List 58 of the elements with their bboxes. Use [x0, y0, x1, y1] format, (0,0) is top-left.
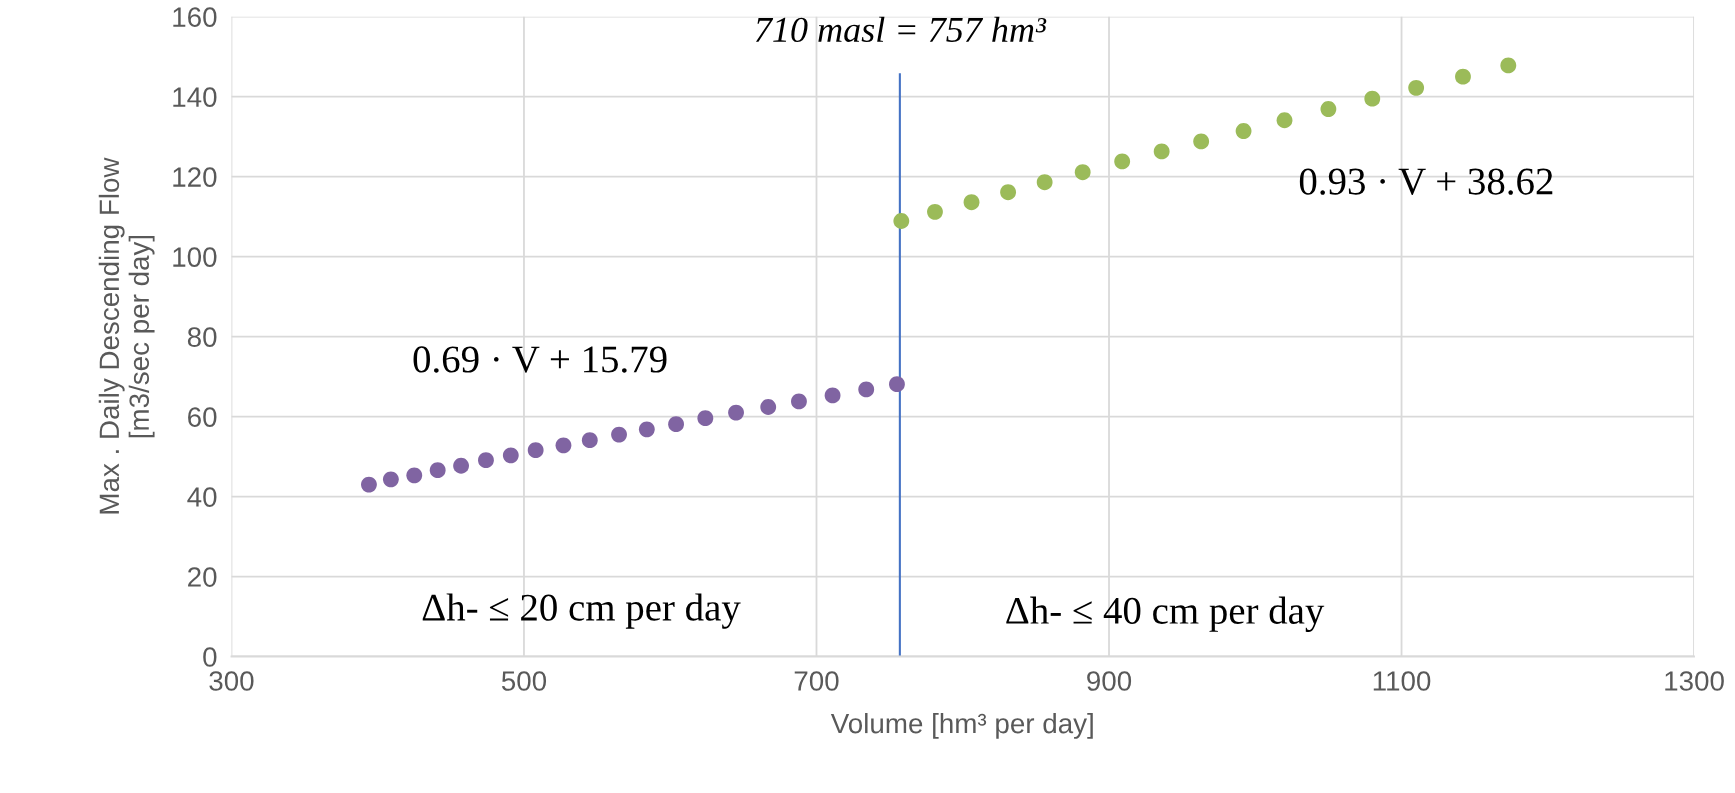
- annotation: 0.93 · V + 38.62: [1299, 168, 1553, 195]
- point: [1000, 184, 1017, 201]
- point: [1114, 153, 1131, 170]
- annotation: Δh- ≤ 40 cm per day: [1006, 596, 1325, 632]
- annotation: Δh- ≤ 20 cm per day: [422, 593, 741, 629]
- y-tick-label: 100: [173, 247, 217, 267]
- point: [927, 203, 943, 220]
- point: [611, 426, 627, 443]
- y-tick-label: 120: [173, 167, 217, 187]
- point: [668, 416, 684, 433]
- point: [527, 442, 544, 459]
- point: [728, 404, 744, 421]
- annotation: 0.69 · V + 15.79: [413, 346, 667, 373]
- point: [478, 452, 494, 469]
- x-tick-label: 700: [794, 671, 839, 691]
- x-tick-label: 1100: [1373, 671, 1431, 691]
- y-tick-label: 140: [173, 87, 217, 107]
- point: [963, 194, 980, 211]
- point: [1500, 57, 1517, 74]
- y-tick-label: 20: [188, 567, 217, 587]
- point: [638, 421, 655, 438]
- point: [1320, 101, 1337, 117]
- point: [1408, 79, 1425, 96]
- x-axis-title: Volume [hm³ per day]: [830, 712, 1093, 739]
- point: [502, 447, 519, 464]
- point: [1153, 143, 1170, 160]
- x-tick-label: 300: [209, 671, 254, 691]
- point: [1193, 133, 1210, 150]
- y-tick-label: 60: [188, 407, 217, 427]
- point: [697, 410, 714, 427]
- point: [1455, 68, 1471, 85]
- y-tick-label: 40: [187, 487, 217, 507]
- point: [889, 376, 905, 393]
- point: [760, 399, 777, 415]
- point: [1074, 164, 1091, 181]
- x-tick-label: 500: [501, 671, 547, 691]
- point: [1364, 90, 1381, 107]
- point: [791, 393, 807, 410]
- y-tick-label: 80: [187, 327, 217, 347]
- point: [555, 437, 572, 454]
- point: [858, 381, 875, 398]
- point: [429, 462, 446, 479]
- point: [361, 476, 377, 493]
- x-tick-label: 900: [1087, 671, 1132, 691]
- y-axis-title: Max . Daily Descending Flow [m3/sec per day]: [98, 157, 155, 514]
- point: [1276, 112, 1293, 129]
- ref-line-label: 710 masl = 757 hm³: [755, 16, 1047, 43]
- point: [1036, 174, 1053, 191]
- point: [453, 457, 469, 474]
- y-tick-label: 160: [173, 7, 217, 27]
- point: [581, 432, 598, 449]
- point: [824, 387, 841, 404]
- y-tick-label: 0: [203, 647, 217, 667]
- point: [382, 471, 399, 488]
- x-tick-label: 1300: [1665, 671, 1724, 691]
- point: [893, 213, 910, 229]
- point: [406, 467, 423, 484]
- point: [1235, 123, 1252, 139]
